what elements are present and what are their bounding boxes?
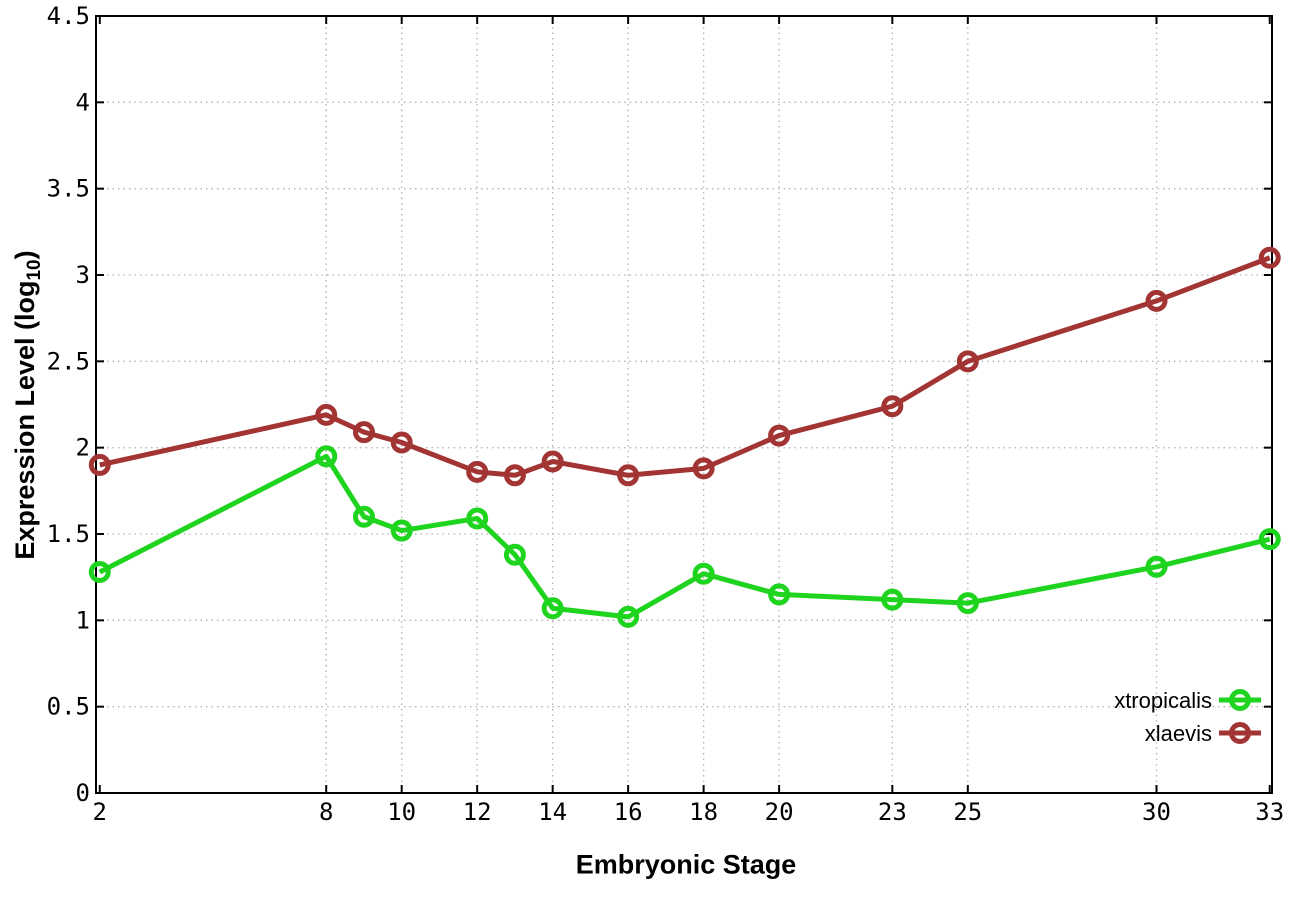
data-point-xtropicalis [881, 588, 904, 611]
x-tick-label: 10 [387, 798, 416, 826]
data-point-xlaevis [466, 460, 489, 483]
data-point-xtropicalis [88, 560, 111, 583]
data-point-xtropicalis [390, 519, 413, 542]
data-point-xlaevis [541, 450, 564, 473]
plot-border [95, 15, 1273, 794]
y-axis-title-subscript: 10 [24, 259, 45, 281]
data-point-xlaevis [881, 395, 904, 418]
data-point-xtropicalis [956, 592, 979, 615]
data-point-xlaevis [617, 464, 640, 487]
legend-label-xlaevis: xlaevis [1145, 721, 1212, 746]
x-tick-label: 16 [614, 798, 643, 826]
data-point-xlaevis [692, 457, 715, 480]
x-tick-label: 25 [953, 798, 982, 826]
data-point-xtropicalis [503, 543, 526, 566]
x-tick-label: 14 [538, 798, 567, 826]
data-point-xtropicalis [315, 445, 338, 468]
y-tick-label: 0.5 [47, 693, 90, 721]
data-point-xlaevis [315, 403, 338, 426]
series-line-xtropicalis [98, 453, 1271, 620]
x-tick-label: 18 [689, 798, 718, 826]
x-tick-label: 20 [765, 798, 794, 826]
data-point-xtropicalis [541, 597, 564, 620]
x-tick-label: 23 [878, 798, 907, 826]
y-tick-label: 1 [76, 606, 90, 634]
data-point-xtropicalis [1258, 528, 1281, 551]
data-point-xtropicalis [768, 583, 791, 606]
data-point-xtropicalis [1145, 555, 1168, 578]
data-point-xlaevis [390, 431, 413, 454]
data-point-xlaevis [1258, 246, 1281, 269]
y-axis-title-text: Expression Level (log [10, 280, 40, 560]
legend-label-xtropicalis: xtropicalis [1114, 688, 1212, 713]
y-tick-label: 1.5 [47, 520, 90, 548]
data-point-xlaevis [503, 464, 526, 487]
data-point-xlaevis [768, 424, 791, 447]
x-axis-title: Embryonic Stage [575, 849, 797, 880]
series-line-xlaevis [99, 255, 1271, 478]
y-tick-label: 3.5 [47, 175, 90, 203]
x-tick-label: 2 [93, 798, 107, 826]
y-tick-label: 3 [76, 261, 90, 289]
data-point-xtropicalis [692, 562, 715, 585]
data-point-xtropicalis [352, 505, 375, 528]
y-tick-label: 4.5 [47, 2, 90, 30]
y-tick-label: 2 [76, 434, 90, 462]
data-point-xtropicalis [617, 605, 640, 628]
legend-marker-xlaevis [1229, 722, 1251, 744]
data-point-xtropicalis [466, 507, 489, 530]
data-point-xlaevis [1145, 289, 1168, 312]
x-tick-label: 12 [463, 798, 492, 826]
y-tick-label: 2.5 [47, 347, 90, 375]
data-point-xlaevis [88, 453, 111, 476]
x-tick-label: 33 [1255, 798, 1284, 826]
y-axis-title: Expression Level (log10) [10, 250, 46, 559]
legend-marker-xtropicalis [1229, 689, 1251, 711]
y-tick-label: 4 [76, 88, 90, 116]
y-axis-title-close: ) [10, 250, 40, 260]
data-point-xlaevis [956, 350, 979, 373]
y-tick-label: 0 [76, 779, 90, 807]
data-point-xlaevis [352, 421, 375, 444]
x-tick-label: 8 [319, 798, 333, 826]
x-tick-label: 30 [1142, 798, 1171, 826]
